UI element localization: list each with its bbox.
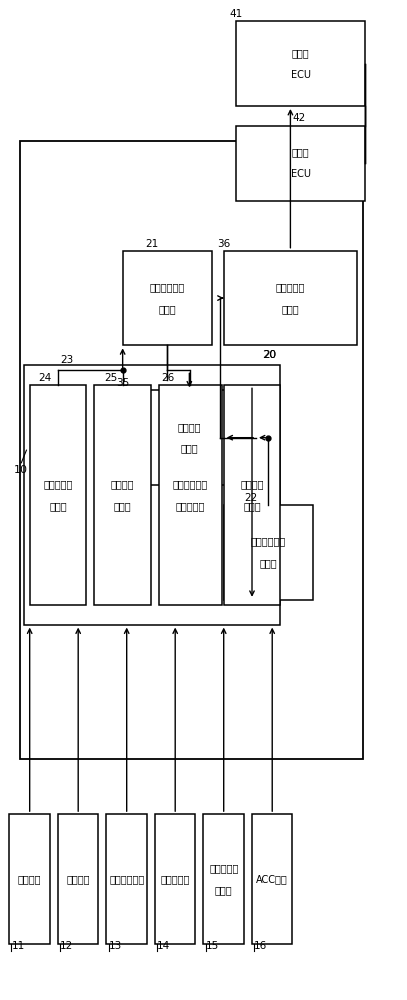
Bar: [224, 505, 313, 600]
Text: 12: 12: [60, 941, 73, 951]
Bar: [94, 385, 151, 605]
Text: 追随车辆: 追随车辆: [177, 422, 201, 432]
Text: ACC开关: ACC开关: [256, 874, 288, 884]
Text: 10: 10: [14, 465, 28, 475]
Text: 自线信息: 自线信息: [111, 479, 134, 489]
Text: 雷达装置: 雷达装置: [66, 874, 90, 884]
Bar: [107, 814, 147, 944]
Text: 36: 36: [218, 239, 231, 249]
Text: 13: 13: [109, 941, 122, 951]
Text: 20: 20: [262, 350, 276, 360]
Text: 运算部: 运算部: [158, 304, 176, 314]
Bar: [30, 385, 86, 605]
Text: 轨迹获取部: 轨迹获取部: [176, 501, 205, 511]
Text: ECU: ECU: [291, 70, 311, 80]
Bar: [224, 251, 357, 345]
Text: 23: 23: [60, 355, 73, 365]
Text: 11: 11: [11, 941, 25, 951]
Text: 车速传感器: 车速传感器: [160, 874, 190, 884]
Text: 运算部: 运算部: [282, 304, 299, 314]
Bar: [9, 814, 50, 944]
Text: 25: 25: [105, 373, 118, 383]
Text: 41: 41: [230, 9, 243, 19]
Text: 传感器: 传感器: [215, 885, 232, 895]
Text: 获取部: 获取部: [49, 501, 67, 511]
Bar: [236, 126, 365, 201]
Text: 拍摄装置: 拍摄装置: [18, 874, 42, 884]
Text: ECU: ECU: [291, 169, 311, 179]
Bar: [204, 814, 244, 944]
Text: 设定部: 设定部: [181, 444, 198, 454]
Text: 停止物信息: 停止物信息: [43, 479, 73, 489]
Text: 制动器: 制动器: [292, 147, 309, 157]
Text: 弯道半径: 弯道半径: [240, 479, 264, 489]
Text: 22: 22: [244, 493, 257, 503]
Bar: [58, 814, 98, 944]
Bar: [224, 385, 280, 605]
Bar: [155, 814, 195, 944]
Text: 15: 15: [206, 941, 219, 951]
Text: 26: 26: [161, 373, 174, 383]
Text: 横摆率传感器: 横摆率传感器: [109, 874, 144, 884]
Bar: [123, 251, 212, 345]
Bar: [252, 814, 292, 944]
Text: 控制目标值: 控制目标值: [276, 282, 305, 292]
Text: 14: 14: [157, 941, 170, 951]
Bar: [159, 385, 222, 605]
Text: 16: 16: [254, 941, 267, 951]
Bar: [20, 141, 363, 759]
Text: 42: 42: [292, 113, 306, 123]
Text: 第二预测路线: 第二预测路线: [251, 536, 286, 546]
Text: 24: 24: [38, 373, 51, 383]
Text: 其它车辆移动: 其它车辆移动: [173, 479, 208, 489]
Text: 运算部: 运算部: [259, 558, 277, 568]
Bar: [24, 365, 280, 625]
Text: 推定部: 推定部: [243, 501, 261, 511]
Bar: [236, 21, 365, 106]
Text: 35: 35: [116, 378, 130, 388]
Text: 第一预测路线: 第一预测路线: [149, 282, 185, 292]
Text: 21: 21: [145, 239, 158, 249]
Text: 发动机: 发动机: [292, 48, 309, 58]
Text: 20: 20: [263, 350, 276, 360]
Text: 转向操纵角: 转向操纵角: [209, 863, 239, 873]
Text: 获取部: 获取部: [114, 501, 131, 511]
Bar: [123, 390, 256, 485]
